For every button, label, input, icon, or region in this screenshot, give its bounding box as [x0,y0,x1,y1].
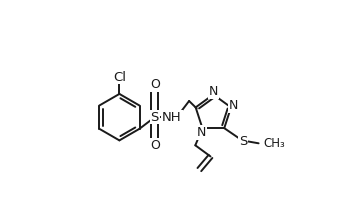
Text: O: O [150,78,160,91]
Text: CH₃: CH₃ [264,137,285,150]
Text: S: S [150,111,159,124]
Text: N: N [209,85,218,98]
Text: S: S [239,135,248,148]
Text: NH: NH [162,111,182,124]
Text: N: N [229,99,238,112]
Text: N: N [197,126,206,139]
Text: Cl: Cl [113,71,126,84]
Text: O: O [150,139,160,152]
